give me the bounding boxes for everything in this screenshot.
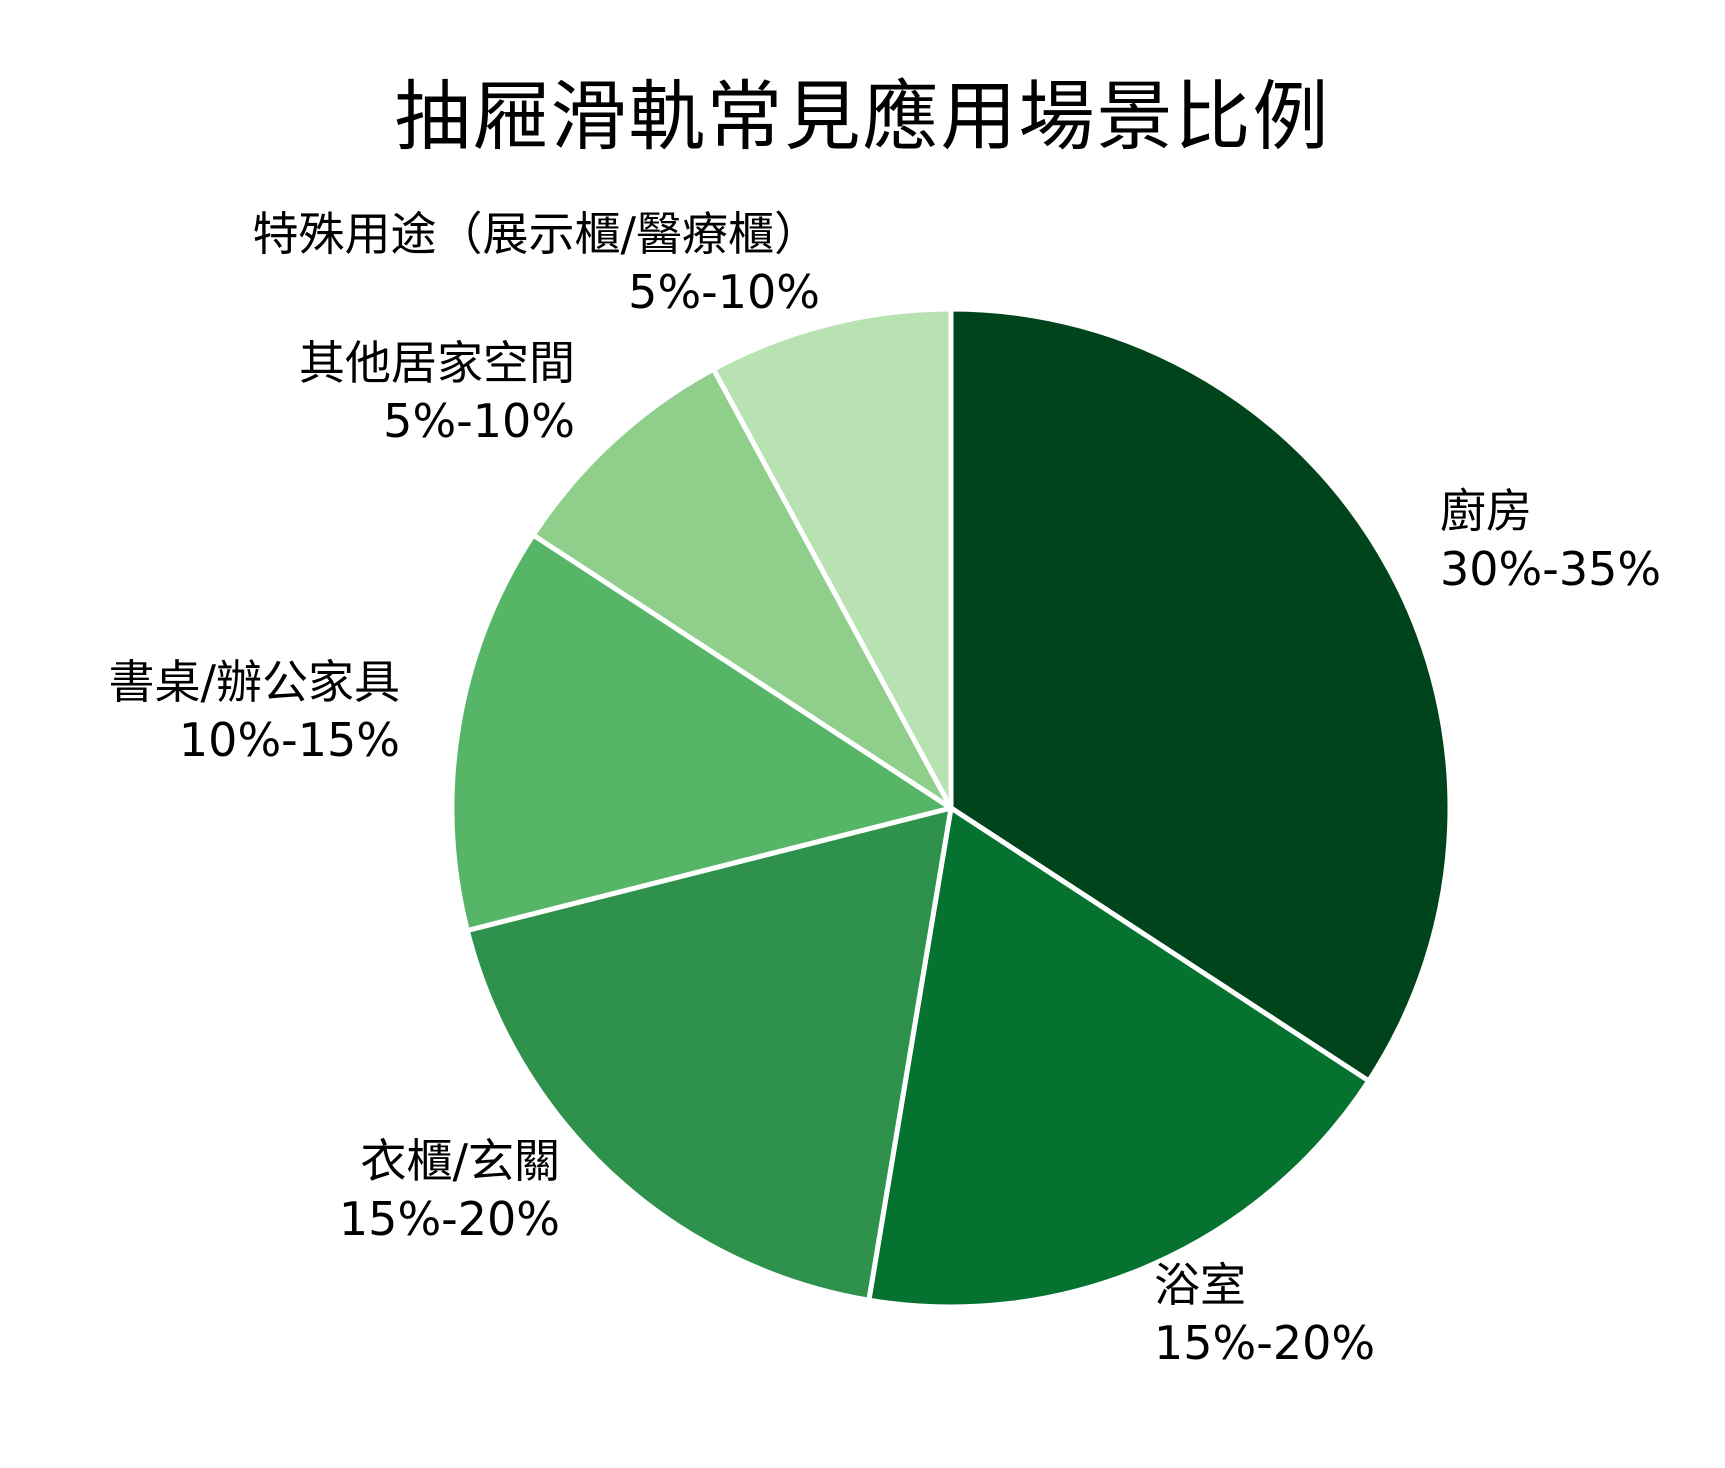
- slice-label-range: 5%-10%: [383, 394, 575, 448]
- slice-label-special-use: 特殊用途（展示櫃/醫療櫃） 5%-10%: [253, 205, 821, 321]
- slice-label-kitchen: 廚房 30%-35%: [1440, 482, 1661, 598]
- slice-label-range: 30%-35%: [1440, 542, 1662, 596]
- pie-slice-desk: [449, 532, 954, 933]
- slice-label-name: 浴室: [1154, 1258, 1246, 1312]
- pie-slice-bathroom: [866, 805, 1372, 1310]
- pie-slice-wardrobe: [464, 805, 954, 1303]
- slice-label-range: 15%-20%: [1154, 1316, 1376, 1370]
- pie-slice-special-use: [711, 306, 954, 811]
- slice-label-range: 5%-10%: [628, 265, 820, 319]
- slice-label-range: 15%-20%: [338, 1192, 560, 1246]
- slice-label-other-home: 其他居家空間 5%-10%: [299, 334, 575, 450]
- slice-label-name: 其他居家空間: [299, 336, 575, 390]
- slice-label-name: 書桌/辦公家具: [108, 655, 401, 709]
- slice-label-range: 10%-15%: [178, 713, 400, 767]
- slice-label-bathroom: 浴室 15%-20%: [1154, 1256, 1375, 1372]
- slice-label-name: 衣櫃/玄關: [360, 1134, 561, 1188]
- slice-label-desk: 書桌/辦公家具 10%-15%: [109, 653, 401, 769]
- slice-label-name: 特殊用途（展示櫃/醫療櫃）: [252, 207, 821, 261]
- chart-title: 抽屜滑軌常見應用場景比例: [394, 71, 1331, 161]
- slice-label-wardrobe: 衣櫃/玄關 15%-20%: [339, 1132, 560, 1248]
- slice-label-name: 廚房: [1440, 484, 1532, 538]
- pie-slice-other-home: [530, 366, 954, 811]
